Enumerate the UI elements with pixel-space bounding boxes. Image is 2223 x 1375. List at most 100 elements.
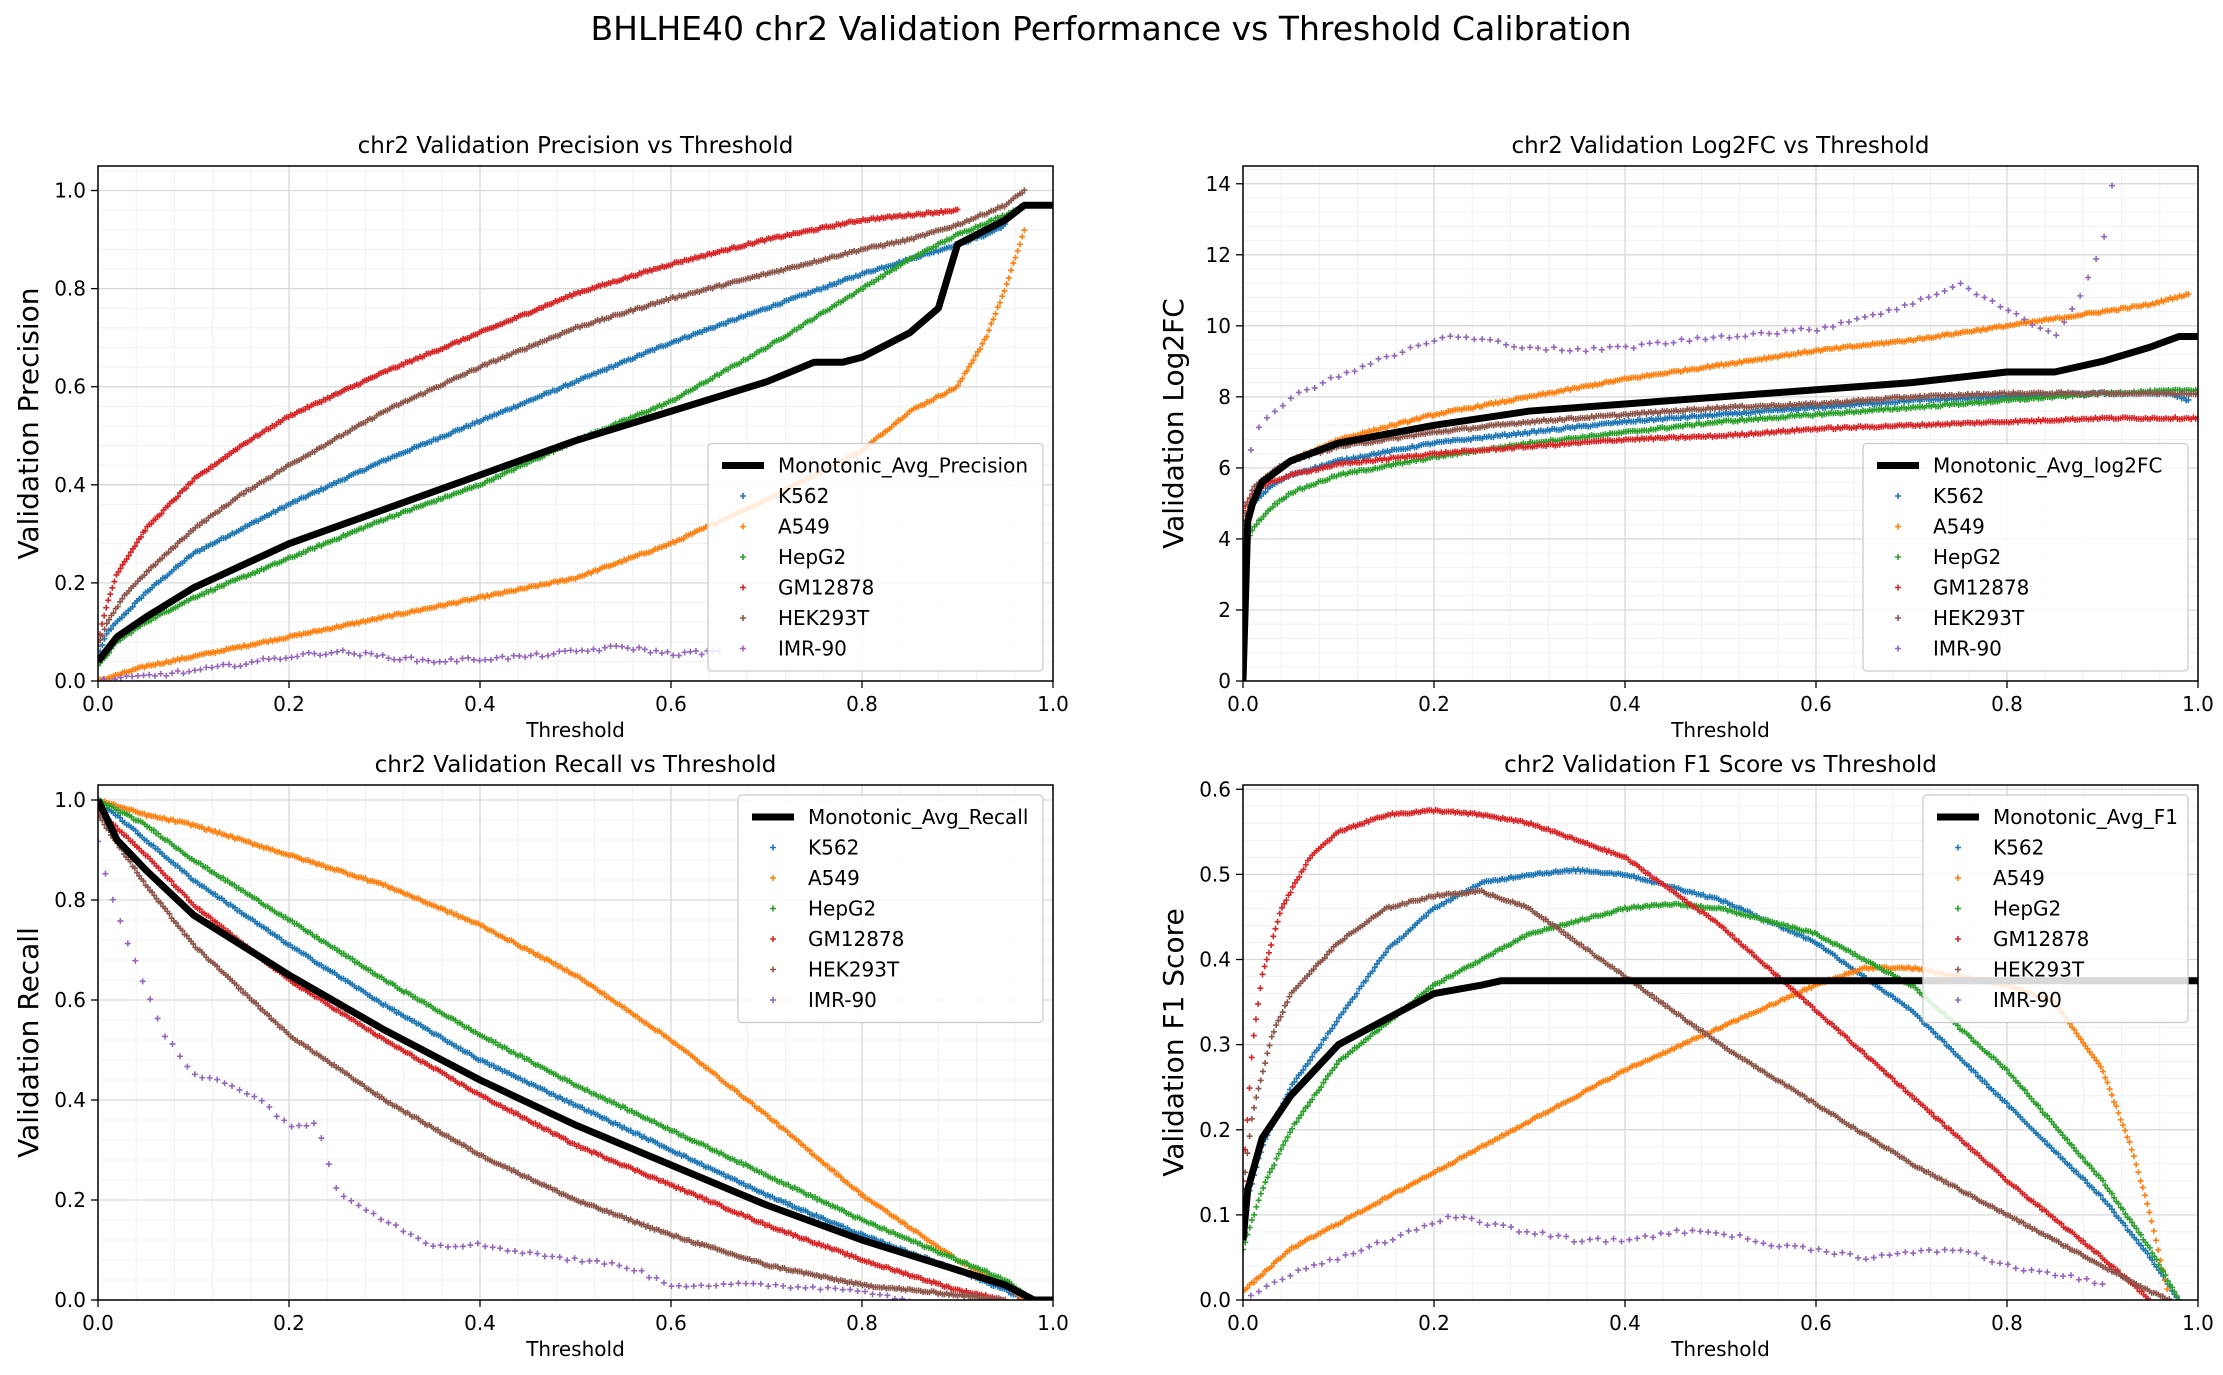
point-IMR-90 [1933,291,1940,298]
point-IMR-90 [1670,339,1677,346]
point-IMR-90 [1989,297,1996,304]
point-IMR-90 [1845,318,1852,325]
x-tick-label: 0.0 [1227,692,1259,716]
legend-box [707,442,1044,672]
point-HEK293T [1249,487,1256,494]
point-IMR-90 [1255,424,1262,431]
point-HEK293T [117,598,124,605]
ticks: 0.0 0.2 0.4 0.6 0.8 1.00.00.20.40.60.81.0 [54,179,1069,716]
legend-label: A549 [778,515,830,539]
point-GM12878 [101,612,108,619]
x-tick-label: 0.4 [464,692,496,716]
point-IMR-90 [317,652,324,659]
legend-swatch-IMR-90 [740,645,746,652]
point-IMR-90 [1311,384,1318,391]
point-A549 [1001,287,1008,294]
point-GM12878 [183,485,190,492]
point-IMR-90 [1853,315,1860,322]
point-HepG2 [2195,387,2198,394]
point-IMR-90 [174,667,181,674]
point-IMR-90 [1893,306,1900,313]
legend-label: HEK293T [778,606,870,630]
point-IMR-90 [1495,338,1502,345]
monotonic-avg-line [98,201,1053,664]
legend-label: GM12878 [1933,576,2029,600]
point-IMR-90 [505,656,512,663]
series-HEK293T [1243,389,2198,525]
point-IMR-90 [1734,333,1741,340]
point-K562 [99,642,106,649]
point-IMR-90 [459,655,466,662]
point-IMR-90 [2045,328,2052,335]
point-IMR-90 [1535,345,1541,352]
y-tick-label: 14 [1206,172,1231,196]
point-IMR-90 [379,651,386,658]
point-IMR-90 [1861,313,1868,320]
point-IMR-90 [1391,352,1398,359]
point-IMR-90 [1479,336,1486,343]
point-A549 [999,293,1006,300]
point-IMR-90 [2013,310,2020,317]
point-GM12878 [189,478,196,485]
legend-swatch-HepG2 [1895,554,1901,560]
point-IMR-90 [225,661,232,668]
point-IMR-90 [482,656,489,663]
point-A549 [1003,280,1010,287]
point-IMR-90 [1566,347,1573,354]
point-HEK293T [103,620,110,627]
point-IMR-90 [1941,288,1948,295]
point-IMR-90 [1630,345,1637,352]
legend-label: IMR-90 [778,637,847,661]
series-GM12878 [1243,414,2198,514]
y-tick-label: 0 [1218,669,1231,693]
y-tick-label: 1.0 [54,179,86,203]
point-IMR-90 [2053,332,2060,339]
series-HepG2 [1243,386,2198,559]
y-tick-label: 4 [1218,527,1231,551]
point-HEK293T [106,616,113,623]
x-tick-label: 0.8 [1991,692,2023,716]
point-IMR-90 [214,663,221,670]
point-K562 [150,842,157,849]
point-IMR-90 [265,656,272,663]
series-IMR-90 [98,643,722,681]
point-IMR-90 [151,672,158,679]
point-IMR-90 [2093,256,2100,263]
legend-swatch-A549 [740,523,746,530]
point-HEK293T [145,567,152,574]
point-IMR-90 [1574,345,1581,352]
point-IMR-90 [2005,307,2012,314]
point-IMR-90 [391,656,398,663]
point-IMR-90 [1646,340,1653,347]
point-IMR-90 [260,655,267,662]
point-IMR-90 [1798,325,1805,332]
point-IMR-90 [1279,402,1286,409]
point-A549 [983,333,990,340]
point-IMR-90 [1407,344,1414,351]
x-axis-label: Threshold [525,718,625,742]
point-IMR-90 [351,650,358,657]
point-A549 [992,310,999,317]
point-K562 [2185,396,2192,403]
point-HEK293T [159,555,166,562]
point-IMR-90 [1431,337,1438,344]
point-IMR-90 [1527,344,1534,351]
point-IMR-90 [618,643,625,650]
point-HEK293T [152,561,159,568]
point-IMR-90 [1263,414,1270,421]
point-GM12878 [125,552,132,559]
point-IMR-90 [1981,294,1988,301]
point-IMR-90 [1909,301,1916,308]
point-IMR-90 [1822,324,1829,331]
point-A549 [970,357,977,364]
point-IMR-90 [539,653,546,660]
legend-label: HepG2 [778,545,846,569]
legend-swatch-HEK293T [740,615,746,621]
point-IMR-90 [698,651,705,658]
point-IMR-90 [123,673,130,680]
point-A549 [1005,275,1012,282]
point-A549 [1014,247,1021,254]
legend-swatch-IMR-90 [1895,645,1901,652]
point-K562 [129,603,136,610]
point-GM12878 [123,556,130,563]
